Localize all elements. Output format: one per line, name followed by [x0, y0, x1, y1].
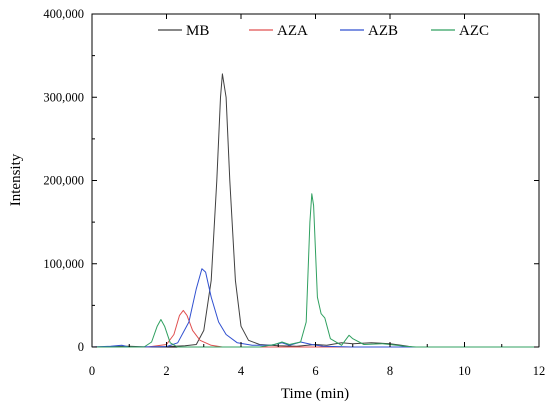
x-tick-label: 0 [89, 364, 95, 378]
x-tick-label: 10 [458, 364, 471, 378]
legend-label-aza: AZA [277, 23, 308, 39]
plot-area [91, 13, 540, 348]
x-axis-title: Time (min) [281, 386, 349, 402]
legend-label-azc: AZC [459, 23, 489, 39]
y-axis-title: Intensity [8, 153, 24, 206]
series-line-aza [91, 309, 540, 348]
y-tick-label: 100,000 [43, 257, 84, 271]
y-tick-label: 200,000 [43, 174, 84, 188]
x-tick-label: 4 [238, 364, 245, 378]
y-tick-label: 400,000 [43, 7, 84, 21]
x-tick-label: 12 [533, 364, 546, 378]
series-layer [91, 73, 540, 348]
legend: MB AZA AZB AZC [158, 23, 489, 39]
x-tick-label: 8 [387, 364, 393, 378]
plot-frame [91, 13, 540, 348]
series-line-azc [91, 193, 540, 348]
x-axis: 0 2 4 6 8 10 12 [89, 14, 545, 378]
y-tick-label: 300,000 [43, 90, 84, 104]
legend-label-azb: AZB [368, 23, 398, 39]
series-line-mb [91, 73, 540, 348]
x-tick-label: 6 [312, 364, 318, 378]
y-axis: 0 100,000 200,000 300,000 400,000 [43, 7, 539, 354]
legend-label-mb: MB [186, 23, 209, 39]
y-tick-label: 0 [78, 340, 84, 354]
x-tick-label: 2 [163, 364, 169, 378]
series-line-azb [91, 268, 540, 348]
